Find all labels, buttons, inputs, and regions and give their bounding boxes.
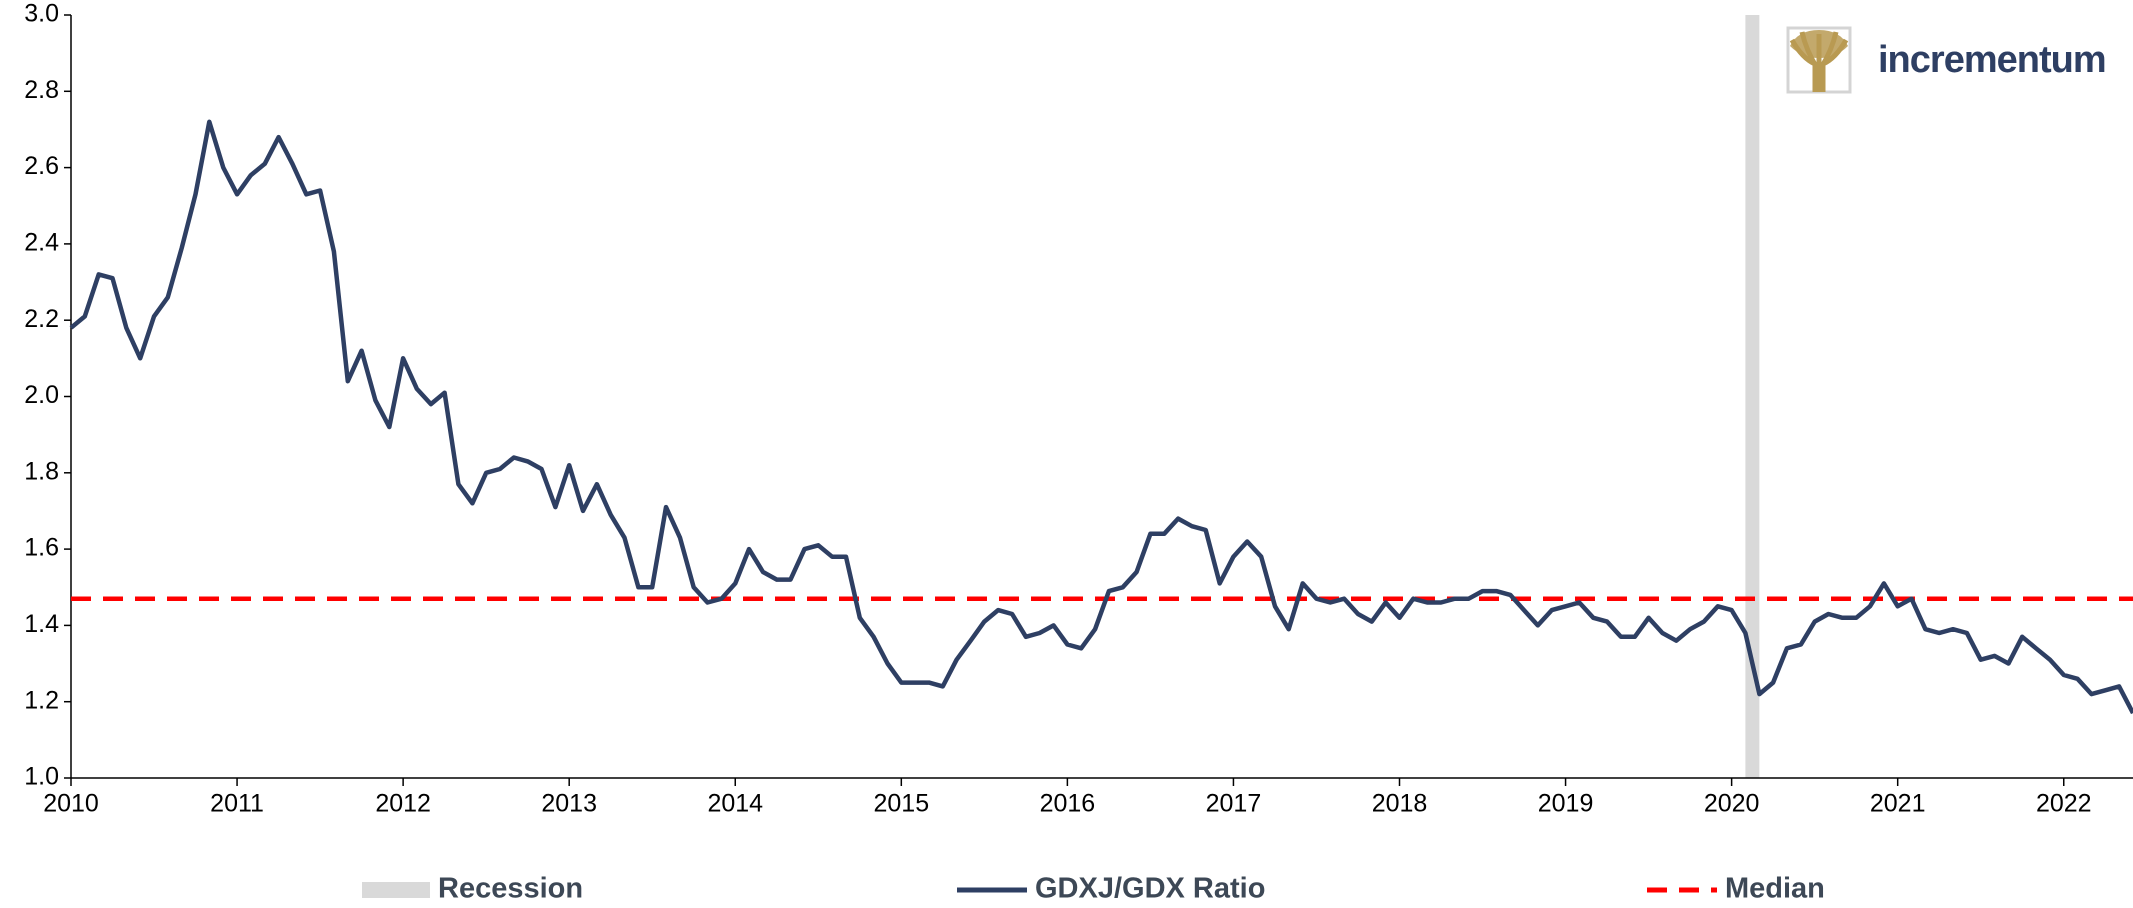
- y-tick-label: 2.0: [24, 381, 59, 409]
- x-tick-label: 2022: [2036, 790, 2092, 818]
- legend-label: Recession: [438, 873, 583, 905]
- y-tick-label: 2.6: [24, 152, 59, 180]
- legend-label: Median: [1725, 873, 1825, 905]
- y-tick-label: 2.8: [24, 76, 59, 104]
- x-tick-label: 2016: [1040, 790, 1096, 818]
- y-tick-label: 3.0: [24, 0, 59, 28]
- y-tick-label: 2.4: [24, 229, 59, 257]
- legend-label: GDXJ/GDX Ratio: [1035, 873, 1265, 905]
- y-tick-label: 1.8: [24, 457, 59, 485]
- x-tick-label: 2018: [1372, 790, 1428, 818]
- legend-swatch: [362, 882, 430, 898]
- y-tick-label: 1.4: [24, 610, 59, 638]
- x-tick-label: 2011: [210, 790, 264, 818]
- data-line: [69, 119, 2133, 715]
- recession-band: [1745, 15, 1760, 778]
- x-tick-label: 2014: [707, 790, 763, 818]
- x-tick-label: 2020: [1704, 790, 1760, 818]
- x-tick-label: 2015: [874, 790, 930, 818]
- y-tick-label: 1.2: [24, 686, 59, 714]
- y-tick-label: 2.2: [24, 305, 59, 333]
- x-tick-label: 2010: [43, 790, 99, 818]
- x-tick-label: 2019: [1538, 790, 1594, 818]
- logo-text: incrementum: [1878, 39, 2106, 81]
- y-tick-label: 1.6: [24, 534, 59, 562]
- x-tick-label: 2017: [1206, 790, 1262, 818]
- logo-icon: [1786, 26, 1852, 94]
- y-tick-label: 1.0: [24, 763, 59, 791]
- x-tick-label: 2013: [541, 790, 597, 818]
- x-tick-label: 2012: [375, 790, 431, 818]
- x-tick-label: 2021: [1870, 790, 1926, 818]
